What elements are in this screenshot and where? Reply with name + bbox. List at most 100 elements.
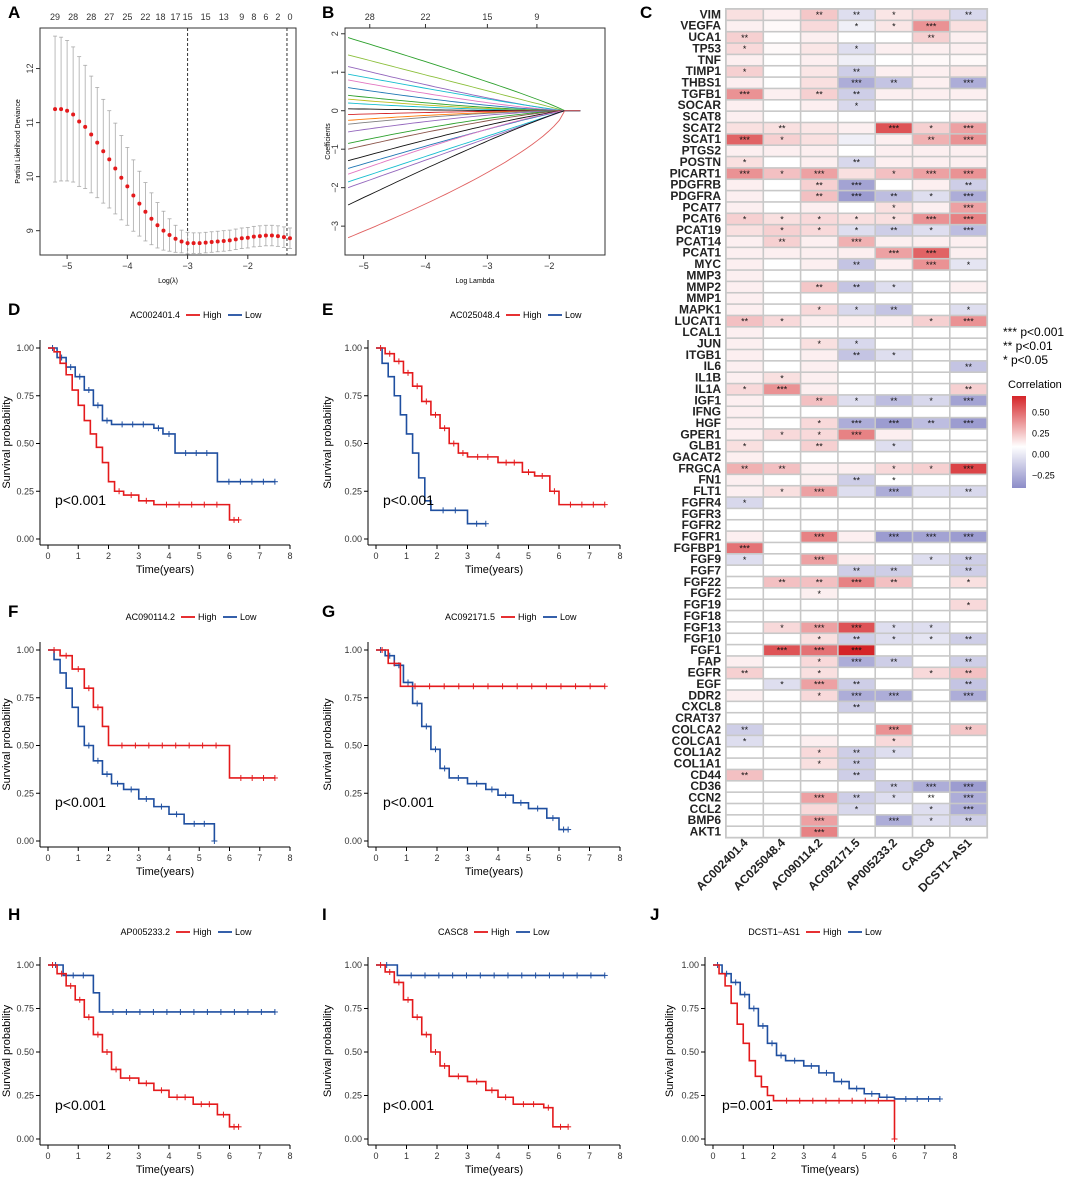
heatmap-cell bbox=[913, 168, 949, 179]
heatmap-cell bbox=[950, 690, 987, 701]
significance-legend-entry: * p<0.05 bbox=[1003, 353, 1048, 367]
colorbar-tick-label: 0.00 bbox=[1032, 450, 1050, 460]
heatmap-cell bbox=[801, 202, 838, 213]
heatmap-cell bbox=[764, 191, 800, 202]
y-tick-label: 0.25 bbox=[344, 486, 362, 496]
heatmap-cell bbox=[801, 475, 838, 485]
gene-label: GPER1 bbox=[680, 427, 721, 441]
heatmap-cell bbox=[764, 168, 800, 179]
heatmap-cell bbox=[876, 89, 912, 99]
heatmap-cell bbox=[838, 747, 875, 758]
x-tick-label: 7 bbox=[257, 551, 262, 561]
x-tick-label: 6 bbox=[227, 551, 232, 561]
heatmap-cell bbox=[950, 248, 987, 258]
heatmap-cell bbox=[913, 429, 949, 440]
heatmap-cell bbox=[726, 270, 763, 281]
top-tick-label: 2 bbox=[275, 12, 280, 22]
heatmap-cell bbox=[913, 622, 949, 633]
heatmap-cell bbox=[876, 611, 912, 622]
x-tick-label: 3 bbox=[465, 853, 470, 863]
heatmap-cell bbox=[838, 21, 875, 31]
heatmap-cell bbox=[726, 395, 763, 406]
significance-mark: *** bbox=[814, 816, 825, 826]
y-tick-label: 1.00 bbox=[16, 960, 34, 970]
gene-label: FGFR1 bbox=[682, 529, 722, 543]
gene-label: IL6 bbox=[704, 359, 722, 373]
significance-mark: *** bbox=[963, 793, 974, 803]
heatmap-cell bbox=[838, 509, 875, 519]
deviance-point bbox=[107, 157, 112, 162]
heatmap-cell bbox=[876, 679, 912, 690]
heatmap-cell bbox=[913, 282, 949, 292]
heatmap-cell bbox=[838, 475, 875, 485]
y-axis-title: Survival probability bbox=[1, 396, 13, 489]
x-tick-label: 0 bbox=[45, 853, 50, 863]
heatmap-cell bbox=[801, 565, 838, 576]
heatmap-cell bbox=[801, 668, 838, 678]
significance-mark: *** bbox=[889, 725, 900, 735]
y-tick-label: 0.25 bbox=[16, 788, 34, 798]
gene-label: ITGB1 bbox=[686, 348, 722, 362]
heatmap-cell bbox=[913, 668, 949, 678]
gene-label: PICART1 bbox=[670, 166, 722, 180]
gene-label: LCAL1 bbox=[682, 325, 721, 339]
significance-mark: * bbox=[892, 634, 896, 644]
gene-label: VIM bbox=[700, 7, 721, 21]
heatmap-cell bbox=[913, 270, 949, 281]
heatmap-cell bbox=[950, 747, 987, 758]
significance-mark: *** bbox=[814, 169, 825, 179]
heatmap-cell bbox=[801, 214, 838, 224]
heatmap-cell bbox=[726, 452, 763, 463]
x-axis-title: Time(years) bbox=[465, 866, 523, 878]
heatmap-cell bbox=[950, 792, 987, 803]
colorbar bbox=[1012, 396, 1026, 488]
heatmap-cell bbox=[726, 679, 763, 690]
significance-mark: * bbox=[892, 475, 896, 485]
heatmap-cell bbox=[764, 327, 800, 338]
significance-mark: * bbox=[929, 226, 933, 236]
heatmap-cell bbox=[764, 77, 800, 88]
significance-mark: ** bbox=[928, 135, 936, 145]
gene-label: FGF9 bbox=[690, 552, 721, 566]
heatmap-cell bbox=[726, 600, 763, 610]
heatmap-cell bbox=[876, 202, 912, 213]
x-axis-title: Time(years) bbox=[801, 1164, 859, 1176]
deviance-point bbox=[155, 223, 160, 228]
heatmap-cell bbox=[913, 304, 949, 315]
heatmap-cell bbox=[726, 32, 763, 43]
heatmap-cell bbox=[801, 452, 838, 463]
heatmap-cell bbox=[764, 270, 800, 281]
x-tick-label: 4 bbox=[831, 1151, 836, 1161]
heatmap-cell bbox=[764, 577, 800, 588]
heatmap-cell bbox=[801, 43, 838, 54]
significance-mark: *** bbox=[814, 532, 825, 542]
significance-mark: * bbox=[743, 385, 747, 395]
significance-mark: ** bbox=[778, 237, 786, 247]
heatmap-cell bbox=[838, 214, 875, 224]
survival-curve-low bbox=[48, 649, 216, 841]
heatmap-cell bbox=[726, 123, 763, 134]
gene-label: FGFR2 bbox=[682, 518, 722, 532]
heatmap-cell bbox=[950, 520, 987, 531]
significance-mark: *** bbox=[963, 464, 974, 474]
significance-mark: * bbox=[967, 260, 971, 270]
x-tick-label: 8 bbox=[287, 853, 292, 863]
x-tick-label: 5 bbox=[526, 1151, 531, 1161]
significance-mark: * bbox=[929, 668, 933, 678]
x-tick-label: 7 bbox=[257, 1151, 262, 1161]
legend-high-label: High bbox=[523, 310, 542, 320]
heatmap-cell bbox=[764, 622, 800, 633]
legend-title: AC090114.2 bbox=[126, 612, 175, 622]
heatmap-cell bbox=[876, 577, 912, 588]
heatmap-cell bbox=[764, 395, 800, 406]
significance-mark: * bbox=[892, 464, 896, 474]
deviance-point bbox=[215, 239, 220, 244]
heatmap-cell bbox=[726, 702, 763, 712]
gene-label: MMP3 bbox=[686, 268, 721, 282]
heatmap-cell bbox=[801, 622, 838, 633]
heatmap-cell bbox=[950, 645, 987, 656]
significance-mark: *** bbox=[739, 90, 750, 100]
heatmap-cell bbox=[838, 543, 875, 553]
gene-label: IGF1 bbox=[694, 393, 721, 407]
deviance-point bbox=[221, 238, 226, 243]
